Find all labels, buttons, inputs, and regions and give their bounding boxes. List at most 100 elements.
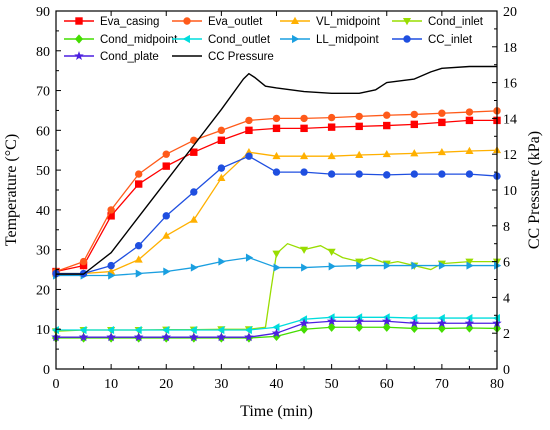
- legend-swatch-marker: [74, 34, 84, 44]
- data-point-vl-midpoint: [355, 150, 364, 158]
- data-point-cond-inlet: [327, 248, 336, 256]
- y2-tick-label: 8: [503, 220, 510, 235]
- legend-label: Eva_outlet: [208, 16, 263, 28]
- data-point-vl-midpoint: [410, 149, 419, 157]
- x-tick-label: 0: [53, 377, 60, 392]
- data-point-cond-plate: [326, 316, 337, 326]
- series-layer: [51, 65, 502, 343]
- y-tick-label: 80: [36, 45, 50, 60]
- series-cc-pressure: [56, 65, 497, 275]
- data-point-vl-midpoint: [162, 231, 171, 239]
- data-point-eva-outlet: [79, 257, 88, 266]
- y2-tick-label: 18: [503, 41, 517, 56]
- data-point-eva-outlet: [162, 150, 170, 158]
- data-point-eva-casing: [134, 180, 143, 188]
- data-point-vl-midpoint: [299, 151, 309, 160]
- data-point-ll-midpoint: [273, 263, 281, 272]
- data-point-cond-outlet: [492, 314, 500, 323]
- legend-swatch-marker: [182, 34, 190, 44]
- data-point-ll-midpoint: [328, 262, 336, 271]
- data-point-cond-outlet: [410, 314, 418, 323]
- data-point-eva-casing: [383, 121, 391, 130]
- data-point-cond-plate: [189, 332, 199, 342]
- legend-swatch-marker: [74, 51, 84, 61]
- data-point-eva-outlet: [217, 126, 226, 135]
- data-point-cond-outlet: [51, 325, 59, 335]
- data-point-eva-outlet: [272, 114, 281, 123]
- series-cc-inlet: [52, 152, 501, 278]
- data-point-cond-outlet: [327, 313, 335, 322]
- data-point-vl-midpoint: [382, 149, 391, 158]
- data-point-cc-inlet: [272, 168, 281, 176]
- data-point-eva-outlet: [410, 110, 419, 119]
- data-point-eva-outlet: [300, 114, 308, 123]
- data-point-cond-outlet: [106, 325, 115, 335]
- legend-label: Cond_outlet: [208, 34, 271, 46]
- data-point-cond-midpoint: [355, 322, 364, 332]
- data-point-eva-casing: [162, 162, 170, 170]
- data-point-eva-casing: [300, 124, 308, 133]
- data-point-ll-midpoint: [245, 253, 254, 262]
- data-point-eva-outlet: [383, 111, 391, 119]
- data-point-eva-outlet: [327, 113, 336, 122]
- data-point-vl-midpoint: [217, 173, 226, 182]
- data-point-eva-outlet: [107, 206, 115, 214]
- y2-tick-label: 4: [503, 291, 510, 306]
- data-point-vl-midpoint: [134, 255, 143, 263]
- legend-item-cc-pressure: CC Pressure: [172, 51, 274, 63]
- legend-label: Cond_midpoint: [100, 34, 178, 46]
- legend-label: CC_inlet: [428, 34, 473, 46]
- y-axis-title: Temperature (°C): [3, 134, 20, 246]
- data-point-ll-midpoint: [163, 267, 171, 276]
- data-point-cc-inlet: [465, 170, 474, 178]
- x-tick-label: 40: [270, 377, 284, 392]
- data-point-cond-plate: [244, 332, 254, 342]
- data-point-cond-plate: [409, 318, 420, 328]
- data-point-cond-plate: [106, 332, 116, 342]
- y2-tick-label: 16: [503, 77, 517, 92]
- legend-label: Eva_casing: [100, 16, 159, 28]
- data-point-cc-inlet: [162, 212, 170, 220]
- x-tick-label: 50: [325, 377, 339, 392]
- data-point-ll-midpoint: [135, 269, 143, 278]
- x-tick-label: 30: [214, 377, 228, 392]
- y-tick-label: 60: [36, 124, 50, 139]
- legend-label: Cond_inlet: [428, 16, 484, 28]
- data-point-cond-inlet: [299, 246, 309, 254]
- data-point-vl-midpoint: [189, 215, 198, 223]
- data-point-cond-midpoint: [327, 322, 336, 332]
- data-point-ll-midpoint: [466, 261, 474, 270]
- data-point-cc-inlet: [107, 261, 115, 270]
- x-tick-label: 20: [159, 377, 173, 392]
- legend-label: LL_midpoint: [316, 34, 379, 46]
- series-eva-casing: [52, 116, 501, 276]
- data-point-cond-midpoint: [299, 324, 309, 334]
- legend-item-cond-plate: Cond_plate: [64, 51, 159, 63]
- legend-swatch-marker: [292, 34, 300, 44]
- data-point-eva-casing: [438, 118, 446, 127]
- data-point-cond-outlet: [299, 315, 308, 324]
- legend-item-vl-midpoint: VL_midpoint: [280, 16, 381, 28]
- y-tick-label: 40: [36, 204, 50, 219]
- y2-tick-label: 2: [503, 327, 510, 342]
- y2-tick-label: 12: [503, 148, 517, 163]
- data-point-cond-plate: [354, 316, 364, 326]
- data-point-cond-plate: [78, 332, 89, 342]
- data-point-cc-inlet: [190, 188, 198, 196]
- plot-frame: [55, 10, 498, 370]
- data-point-eva-casing: [410, 120, 419, 129]
- data-point-cond-plate: [161, 332, 171, 342]
- y-tick-label: 20: [36, 283, 50, 298]
- data-point-ll-midpoint: [301, 263, 309, 272]
- data-point-cc-inlet: [134, 241, 143, 250]
- data-point-cc-inlet: [327, 170, 336, 178]
- legend-swatch-marker: [75, 17, 83, 25]
- data-point-cond-plate: [216, 332, 227, 342]
- data-point-cond-outlet: [382, 313, 390, 322]
- data-point-ll-midpoint: [356, 261, 364, 270]
- legend-item-cond-inlet: Cond_inlet: [392, 16, 484, 28]
- legend-item-eva-casing: Eva_casing: [64, 16, 159, 28]
- data-point-vl-midpoint: [327, 151, 336, 160]
- x-tick-label: 10: [104, 377, 118, 392]
